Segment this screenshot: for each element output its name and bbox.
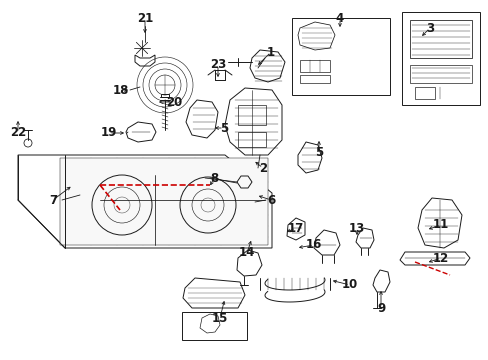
Bar (238, 105, 265, 125)
Text: 4: 4 (335, 12, 344, 24)
Text: 5: 5 (220, 122, 228, 135)
Bar (161, 94, 169, 97)
Text: 8: 8 (209, 171, 218, 184)
Text: 15: 15 (211, 311, 228, 324)
Text: 20: 20 (165, 95, 182, 108)
Text: 2: 2 (259, 162, 266, 175)
Text: 11: 11 (432, 219, 448, 231)
Text: 5: 5 (314, 147, 323, 159)
Text: 13: 13 (348, 221, 365, 234)
Text: 23: 23 (209, 58, 225, 72)
Text: 19: 19 (101, 126, 117, 139)
Text: 6: 6 (266, 194, 275, 207)
Bar (299, 75, 329, 83)
Text: 16: 16 (305, 238, 322, 252)
Text: 9: 9 (376, 302, 385, 315)
Polygon shape (60, 158, 267, 245)
Bar (182, 312, 246, 340)
Bar (238, 132, 265, 147)
Text: 21: 21 (137, 12, 153, 24)
Bar (414, 87, 434, 99)
Bar (409, 65, 471, 83)
Bar (299, 60, 329, 72)
Text: 7: 7 (49, 194, 57, 207)
Text: 22: 22 (10, 126, 26, 139)
Text: 10: 10 (341, 279, 357, 292)
Text: 3: 3 (425, 22, 433, 35)
Text: 1: 1 (266, 45, 274, 58)
Text: 17: 17 (287, 221, 304, 234)
Text: 12: 12 (432, 252, 448, 265)
Bar (409, 20, 471, 58)
Text: 14: 14 (238, 247, 255, 260)
Text: 18: 18 (113, 84, 129, 96)
